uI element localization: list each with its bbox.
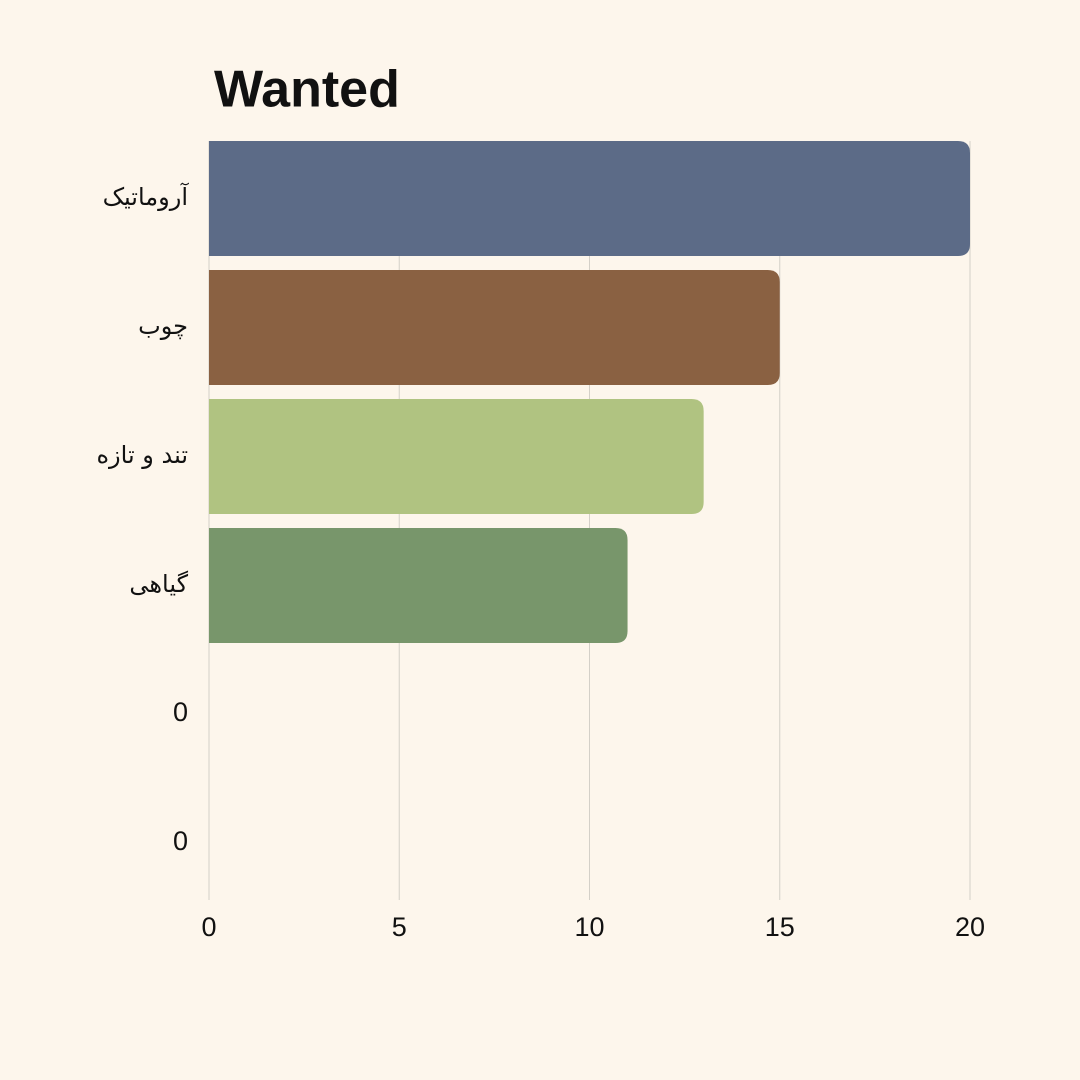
y-tick-label: آروماتیک: [103, 182, 190, 211]
y-tick-label: 0: [173, 826, 188, 856]
bar: [209, 141, 970, 256]
x-tick-label: 0: [201, 912, 216, 942]
x-tick-label: 10: [574, 912, 604, 942]
y-tick-label: چوب: [138, 312, 188, 340]
bar: [209, 399, 704, 514]
y-tick-label: تند و تازه: [96, 441, 188, 469]
bar: [209, 270, 780, 385]
x-tick-label: 15: [765, 912, 795, 942]
y-tick-label: گیاهی: [129, 570, 188, 598]
x-tick-label: 20: [955, 912, 985, 942]
bar: [209, 528, 628, 643]
chart-title: Wanted: [214, 61, 400, 119]
y-tick-label: 0: [173, 697, 188, 727]
x-tick-label: 5: [392, 912, 407, 942]
